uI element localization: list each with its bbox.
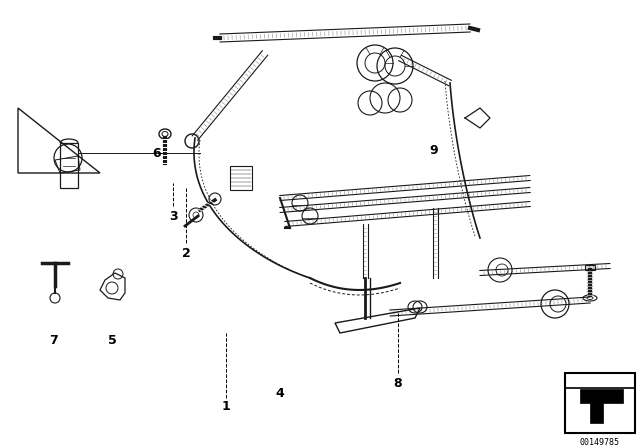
Text: 5: 5 <box>108 333 116 346</box>
Circle shape <box>185 134 199 148</box>
Text: 6: 6 <box>153 146 161 159</box>
Text: 2: 2 <box>182 246 190 259</box>
Text: 9: 9 <box>429 143 438 156</box>
Polygon shape <box>580 389 623 423</box>
Text: 8: 8 <box>394 376 403 389</box>
Text: 1: 1 <box>221 400 230 413</box>
Text: 4: 4 <box>276 387 284 400</box>
Text: 3: 3 <box>169 210 177 223</box>
Text: 7: 7 <box>50 333 58 346</box>
Text: 00149785: 00149785 <box>580 438 620 447</box>
FancyBboxPatch shape <box>585 265 595 270</box>
